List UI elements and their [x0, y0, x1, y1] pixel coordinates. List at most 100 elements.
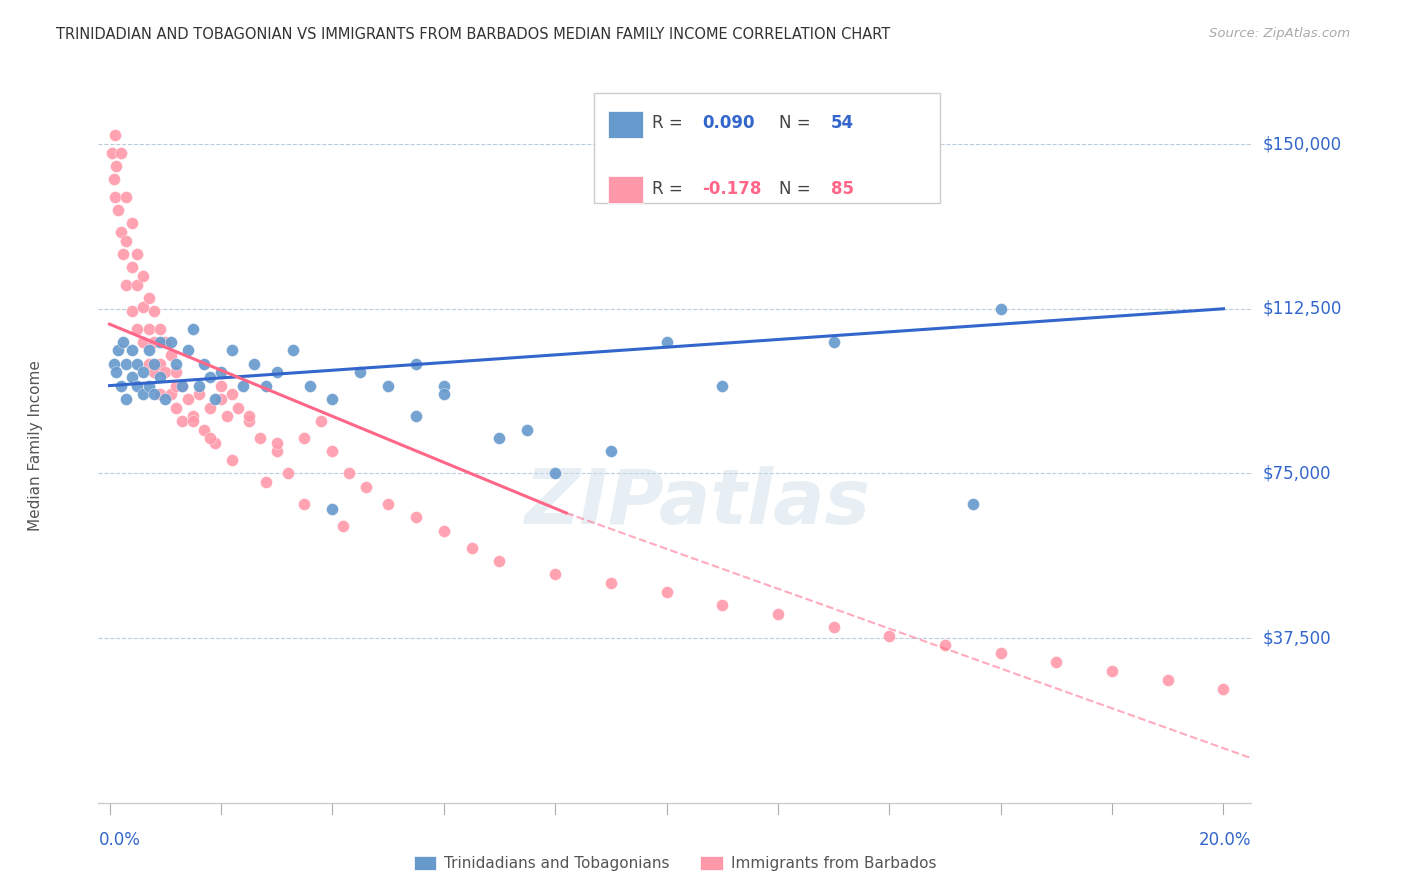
Point: [104, 190, 127, 204]
Point: [165, 378, 187, 392]
Point: [488, 431, 510, 445]
Point: [221, 453, 243, 467]
Point: [377, 378, 399, 392]
Point: [155, 392, 177, 406]
Point: [198, 369, 221, 384]
Point: [132, 387, 155, 401]
Point: [159, 387, 181, 401]
Point: [165, 366, 187, 380]
Point: [187, 387, 209, 401]
Text: N =: N =: [779, 114, 815, 132]
FancyBboxPatch shape: [607, 177, 643, 203]
Point: [115, 357, 138, 371]
Point: [181, 414, 204, 428]
Point: [266, 366, 288, 380]
Point: [159, 334, 181, 349]
Point: [283, 343, 305, 358]
Point: [243, 357, 266, 371]
Point: [181, 321, 204, 335]
Point: [155, 366, 177, 380]
Point: [143, 334, 166, 349]
Point: [433, 524, 456, 538]
Point: [711, 378, 734, 392]
Point: [1101, 664, 1123, 678]
Point: [460, 541, 482, 555]
Point: [187, 378, 209, 392]
Text: $75,000: $75,000: [1263, 465, 1331, 483]
Point: [1045, 655, 1067, 669]
Point: [193, 357, 215, 371]
Text: 20.0%: 20.0%: [1199, 831, 1251, 849]
Legend: Trinidadians and Tobagonians, Immigrants from Barbados: Trinidadians and Tobagonians, Immigrants…: [408, 850, 942, 877]
Point: [107, 202, 129, 217]
Point: [337, 467, 360, 481]
Point: [149, 387, 172, 401]
Point: [209, 392, 232, 406]
Point: [121, 216, 143, 230]
Point: [132, 366, 155, 380]
Point: [110, 225, 132, 239]
Point: [121, 343, 143, 358]
Point: [488, 554, 510, 568]
Point: [655, 585, 678, 599]
FancyBboxPatch shape: [595, 93, 941, 203]
Point: [249, 431, 271, 445]
Point: [176, 343, 198, 358]
Point: [238, 409, 260, 424]
Point: [132, 300, 155, 314]
Text: Median Family Income: Median Family Income: [28, 360, 42, 532]
Text: 0.0%: 0.0%: [98, 831, 141, 849]
Point: [138, 321, 160, 335]
Point: [321, 444, 343, 458]
Point: [990, 647, 1012, 661]
Point: [115, 190, 138, 204]
Point: [349, 366, 371, 380]
Point: [198, 431, 221, 445]
Point: [103, 357, 125, 371]
Point: [823, 334, 845, 349]
Point: [1212, 681, 1234, 696]
Point: [962, 497, 984, 511]
Point: [823, 620, 845, 634]
Point: [143, 304, 166, 318]
Point: [138, 357, 160, 371]
Point: [405, 357, 427, 371]
Point: [127, 247, 149, 261]
Point: [516, 423, 538, 437]
Point: [115, 277, 138, 292]
Point: [170, 378, 193, 392]
Point: [143, 387, 166, 401]
Point: [266, 444, 288, 458]
Text: TRINIDADIAN AND TOBAGONIAN VS IMMIGRANTS FROM BARBADOS MEDIAN FAMILY INCOME CORR: TRINIDADIAN AND TOBAGONIAN VS IMMIGRANTS…: [56, 27, 890, 42]
Point: [115, 234, 138, 248]
Point: [132, 268, 155, 283]
Point: [121, 369, 143, 384]
Point: [159, 348, 181, 362]
Point: [181, 409, 204, 424]
Point: [226, 401, 249, 415]
Point: [990, 301, 1012, 316]
Point: [934, 638, 956, 652]
Point: [110, 145, 132, 160]
Point: [266, 435, 288, 450]
Point: [354, 480, 377, 494]
Point: [433, 378, 456, 392]
Point: [433, 387, 456, 401]
Point: [544, 567, 567, 582]
Point: [127, 321, 149, 335]
Text: $150,000: $150,000: [1263, 135, 1341, 153]
Point: [215, 409, 238, 424]
Point: [115, 392, 138, 406]
Point: [309, 414, 332, 428]
Point: [149, 357, 172, 371]
Point: [155, 334, 177, 349]
Point: [238, 414, 260, 428]
Point: [321, 501, 343, 516]
Text: 85: 85: [831, 180, 853, 198]
Point: [332, 519, 354, 533]
Point: [232, 378, 254, 392]
Point: [277, 467, 299, 481]
Point: [149, 369, 172, 384]
Text: -0.178: -0.178: [703, 180, 762, 198]
Text: R =: R =: [652, 180, 688, 198]
